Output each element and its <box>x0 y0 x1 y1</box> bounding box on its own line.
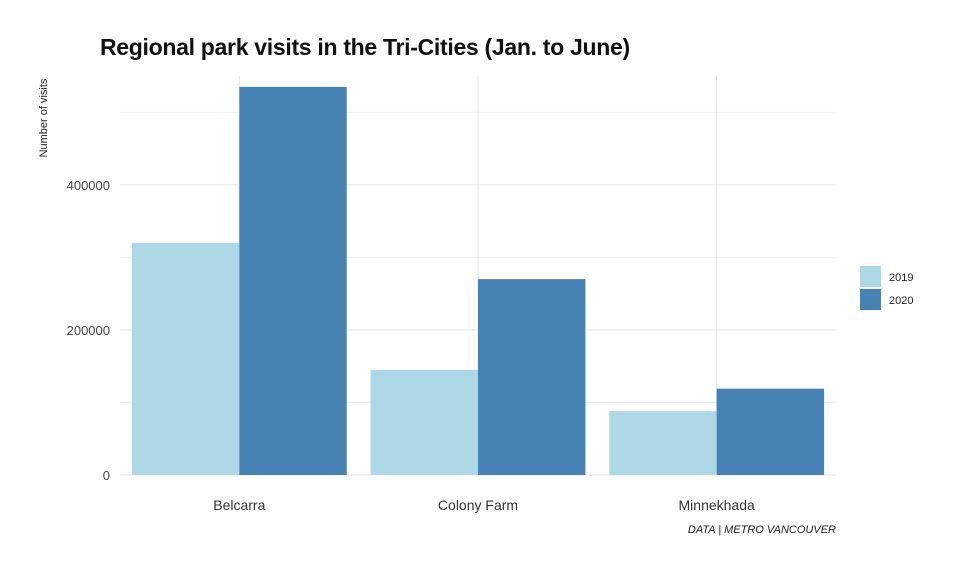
bar-colony-farm-2019 <box>370 369 478 475</box>
legend-swatch-2020 <box>860 289 881 310</box>
y-tick-label: 200000 <box>67 323 110 338</box>
bars <box>131 86 825 475</box>
bar-colony-farm-2020 <box>478 279 586 475</box>
legend-swatch-2019 <box>860 266 881 287</box>
x-tick-label: Belcarra <box>213 497 265 513</box>
legend: 2019 2020 <box>860 266 913 310</box>
bar-belcarra-2019 <box>131 242 240 475</box>
x-tick-label: Minnekhada <box>679 497 755 513</box>
caption: DATA | METRO VANCOUVER <box>688 524 836 536</box>
y-axis-ticks: 0 200000 400000 <box>67 178 110 483</box>
y-tick-label: 0 <box>103 468 110 483</box>
bar-minnekhada-2020 <box>716 388 825 475</box>
bar-minnekhada-2019 <box>609 411 717 475</box>
bar-belcarra-2020 <box>239 86 347 475</box>
legend-label: 2020 <box>889 295 913 307</box>
chart-title: Regional park visits in the Tri-Cities (… <box>100 34 630 60</box>
y-axis-label: Number of visits <box>38 78 50 157</box>
legend-label: 2019 <box>889 272 913 284</box>
y-tick-label: 400000 <box>67 178 110 193</box>
x-tick-label: Colony Farm <box>438 497 518 513</box>
x-axis-categories: Belcarra Colony Farm Minnekhada <box>213 497 755 513</box>
